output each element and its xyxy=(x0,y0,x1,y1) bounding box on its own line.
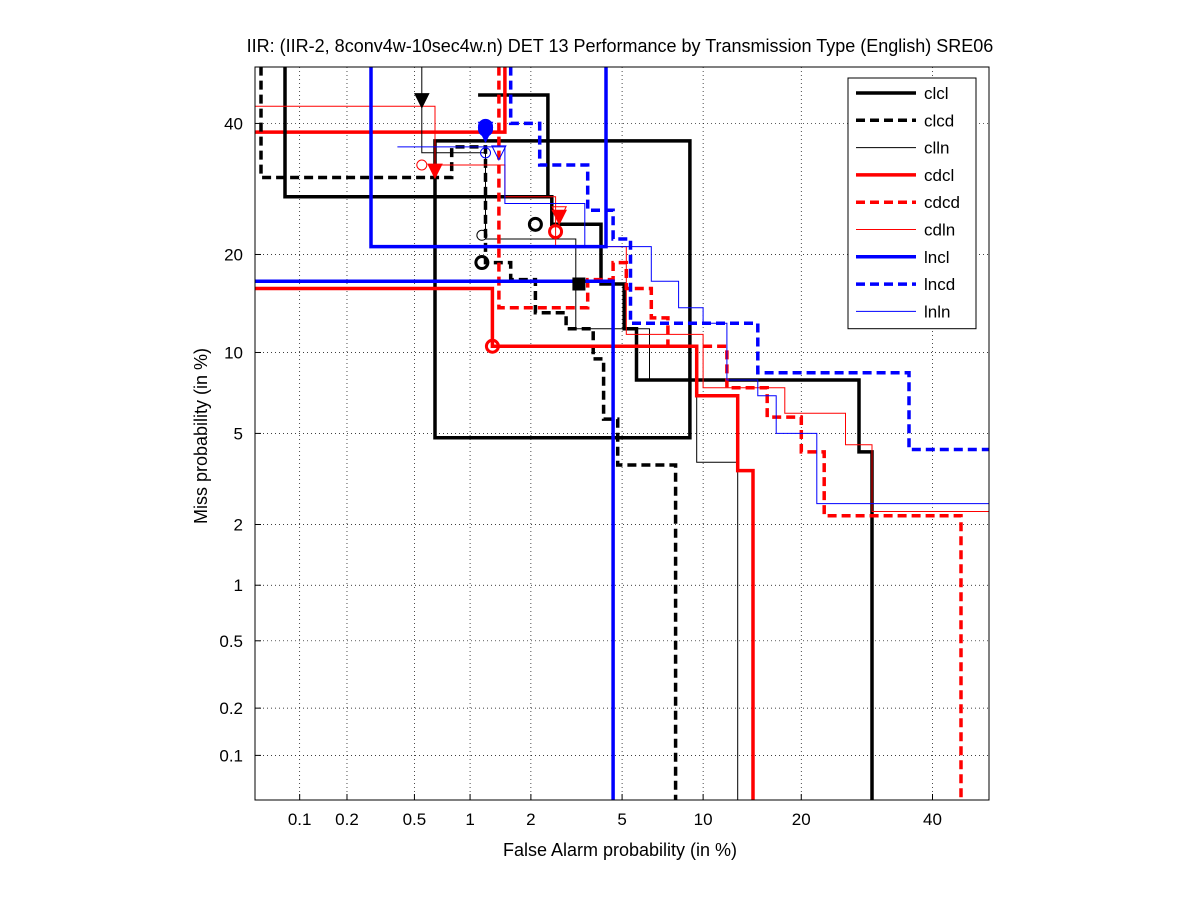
y-tick-label: 1 xyxy=(234,576,243,595)
y-axis-title: Miss probability (in %) xyxy=(191,348,211,524)
series-line-lncd xyxy=(508,67,989,452)
marker-min-clcl xyxy=(572,277,586,291)
marker-actual-clcl xyxy=(527,216,543,232)
series-line-lncl-extra xyxy=(369,67,608,249)
legend-label-cdcl: cdcl xyxy=(924,166,954,185)
x-tick-label: 0.5 xyxy=(403,810,427,829)
series-line-clcl xyxy=(283,67,874,800)
x-tick-label: 10 xyxy=(694,810,713,829)
marker-actual-clln xyxy=(476,229,488,241)
y-tick-label: 0.2 xyxy=(219,699,243,718)
y-tick-label: 5 xyxy=(234,424,243,443)
x-tick-label: 1 xyxy=(465,810,474,829)
y-tick-label: 0.1 xyxy=(219,746,243,765)
series-line-lncl xyxy=(255,279,615,800)
marker-actual-cdln xyxy=(416,159,428,171)
marker-layer xyxy=(414,93,586,354)
cdcl-upper xyxy=(255,67,507,134)
legend: clcl clcd clln cdcl cdcd cdln lncl lncd lnln xyxy=(847,77,977,330)
legend-label-clln: clln xyxy=(924,139,950,158)
legend-label-clcl: clcl xyxy=(924,84,949,103)
x-tick-label: 0.1 xyxy=(288,810,312,829)
legend-label-lncd: lncd xyxy=(924,275,955,294)
x-axis-ticks: 0.1 0.2 0.5 1 2 5 10 20 40 xyxy=(288,794,942,829)
y-tick-label: 10 xyxy=(224,343,243,362)
series-layer xyxy=(255,67,989,800)
marker-actual-lnln xyxy=(480,147,492,159)
marker-min-clcd xyxy=(414,93,430,109)
marker-min-cdcl xyxy=(427,163,443,180)
x-axis-title: False Alarm probability (in %) xyxy=(503,840,737,860)
x-tick-label: 20 xyxy=(792,810,811,829)
marker-min-cdln xyxy=(551,206,567,222)
marker-actual-clcd xyxy=(474,255,490,271)
legend-label-lncl: lncl xyxy=(924,248,950,267)
x-tick-label: 2 xyxy=(526,810,535,829)
y-tick-label: 0.5 xyxy=(219,632,243,651)
marker-actual-cdcd xyxy=(548,224,564,240)
marker-actual-cdcl xyxy=(484,338,500,354)
y-tick-label: 2 xyxy=(234,515,243,534)
clcl-inner-box xyxy=(478,93,550,197)
y-axis-ticks: 0.1 0.2 0.5 1 2 5 10 20 40 xyxy=(219,114,261,765)
series-line-lnln xyxy=(397,146,989,505)
legend-label-lnln: lnln xyxy=(924,302,950,321)
x-tick-label: 40 xyxy=(923,810,942,829)
legend-label-cdln: cdln xyxy=(924,221,955,240)
marker-min-lncd xyxy=(477,121,494,138)
x-tick-label: 0.2 xyxy=(335,810,359,829)
x-tick-label: 5 xyxy=(617,810,626,829)
series-line-cdln xyxy=(255,105,989,512)
marker-min-lnln xyxy=(491,145,507,161)
chart-title: IIR: (IIR-2, 8conv4w-10sec4w.n) DET 13 P… xyxy=(247,36,994,56)
series-line-cdcl xyxy=(255,286,755,800)
y-tick-label: 40 xyxy=(224,114,243,133)
legend-label-clcd: clcd xyxy=(924,111,954,130)
y-tick-label: 20 xyxy=(224,245,243,264)
legend-label-cdcd: cdcd xyxy=(924,193,960,212)
